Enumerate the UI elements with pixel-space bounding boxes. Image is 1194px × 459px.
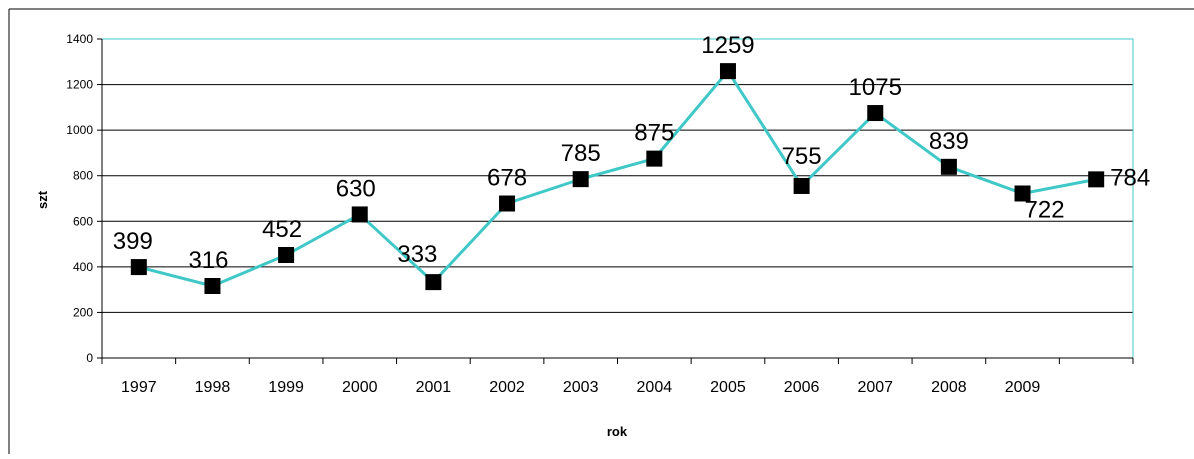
data-point-marker xyxy=(204,277,221,294)
x-tick-label: 2005 xyxy=(710,379,746,396)
y-tick-label: 800 xyxy=(73,169,93,183)
y-tick-label: 400 xyxy=(73,260,93,274)
x-tick-labels: 1997 1998 1999 2000 2001 2002 2003 2004 2005 2006… xyxy=(121,379,1040,396)
data-point-marker xyxy=(351,206,368,223)
data-label: 755 xyxy=(782,143,822,170)
y-tick-label: 1000 xyxy=(66,123,93,137)
data-point-marker xyxy=(499,195,516,212)
data-label: 630 xyxy=(336,175,376,202)
x-tick-label: 2003 xyxy=(563,379,599,396)
data-point-marker xyxy=(572,171,589,188)
series xyxy=(138,69,1097,288)
y-tick-label: 600 xyxy=(73,214,93,228)
y-axis-title: szt xyxy=(35,190,50,209)
data-point-marker xyxy=(940,158,957,175)
data-point-marker xyxy=(130,259,147,276)
x-tick-label: 2002 xyxy=(489,379,525,396)
data-label: 1075 xyxy=(849,74,902,101)
axes xyxy=(97,38,1134,364)
data-point-marker xyxy=(278,247,295,264)
series-line xyxy=(138,69,1097,288)
plot-area-border xyxy=(101,38,1134,359)
data-label: 784 xyxy=(1110,164,1150,191)
data-labels: 399 316 452 630 333 678 785 875 1259 755 1075 839 72… xyxy=(113,32,1150,274)
markers xyxy=(130,63,1105,294)
data-point-marker xyxy=(1014,185,1031,202)
data-point-marker xyxy=(719,63,736,80)
data-label: 785 xyxy=(561,140,601,167)
y-tick-label: 1400 xyxy=(66,32,93,46)
x-tick-label: 1999 xyxy=(268,379,304,396)
x-axis-title: rok xyxy=(607,424,628,439)
data-point-marker xyxy=(793,177,810,194)
y-tick-labels: 0 200 400 600 800 1000 1200 1400 xyxy=(66,32,93,365)
outer-frame xyxy=(8,8,1194,454)
x-tick-label: 2001 xyxy=(416,379,452,396)
data-label: 399 xyxy=(113,228,153,255)
data-label: 722 xyxy=(1025,196,1065,223)
y-tick-label: 1200 xyxy=(66,78,93,92)
x-tick-label: 2006 xyxy=(784,379,820,396)
x-tick-label: 1998 xyxy=(195,379,231,396)
x-tick-label: 2000 xyxy=(342,379,378,396)
data-point-marker xyxy=(425,274,442,291)
data-point-marker xyxy=(867,105,884,122)
data-label: 1259 xyxy=(701,32,754,59)
x-tick-label: 2007 xyxy=(857,379,893,396)
data-label: 316 xyxy=(188,247,228,274)
data-label: 333 xyxy=(397,241,437,268)
data-label: 452 xyxy=(262,216,302,243)
data-label: 678 xyxy=(487,165,527,192)
y-tick-label: 200 xyxy=(73,305,93,319)
gridlines xyxy=(102,84,1133,313)
x-tick-label: 2008 xyxy=(931,379,967,396)
data-point-marker xyxy=(1088,171,1105,188)
data-label: 875 xyxy=(634,120,674,147)
x-tick-label: 2004 xyxy=(637,379,673,396)
x-tick-label: 1997 xyxy=(121,379,157,396)
data-label: 839 xyxy=(929,128,969,155)
x-tick-label: 2009 xyxy=(1005,379,1041,396)
data-point-marker xyxy=(646,150,663,167)
y-tick-label: 0 xyxy=(86,351,93,365)
